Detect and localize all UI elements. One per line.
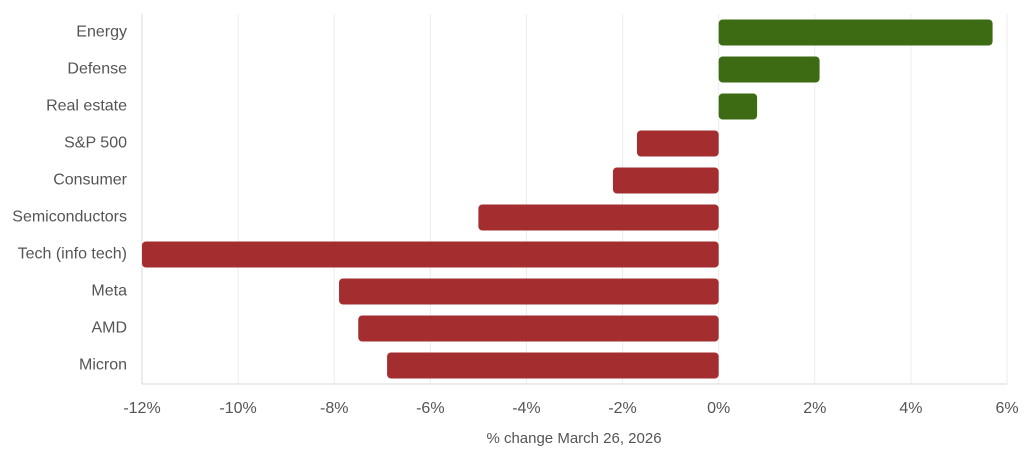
y-tick-label: Tech (info tech) bbox=[18, 246, 127, 263]
bar bbox=[478, 204, 719, 231]
bar bbox=[387, 352, 719, 379]
y-tick-label: Micron bbox=[79, 357, 127, 374]
y-tick-label: Semiconductors bbox=[12, 209, 127, 226]
y-tick-label: AMD bbox=[91, 320, 127, 337]
y-tick-label: Energy bbox=[76, 24, 127, 41]
x-tick-label: 2% bbox=[803, 400, 826, 417]
bar bbox=[718, 56, 820, 83]
x-tick-label: 4% bbox=[899, 400, 922, 417]
x-tick-label: 6% bbox=[995, 400, 1018, 417]
bar bbox=[339, 278, 719, 305]
y-tick-label: S&P 500 bbox=[64, 135, 127, 152]
bar bbox=[358, 315, 719, 342]
y-tick-label: Real estate bbox=[46, 98, 127, 115]
bar bbox=[718, 93, 758, 120]
y-tick-label: Defense bbox=[67, 61, 127, 78]
bar bbox=[612, 167, 719, 194]
x-tick-label: -4% bbox=[512, 400, 540, 417]
x-tick-label: -10% bbox=[219, 400, 256, 417]
x-axis-label: % change March 26, 2026 bbox=[486, 430, 661, 447]
bar bbox=[636, 130, 719, 157]
y-tick-label: Consumer bbox=[53, 172, 127, 189]
bar bbox=[142, 241, 719, 268]
x-tick-label: -12% bbox=[123, 400, 160, 417]
x-tick-label: -8% bbox=[320, 400, 348, 417]
x-tick-label: 0% bbox=[707, 400, 730, 417]
x-tick-label: -6% bbox=[416, 400, 444, 417]
bar bbox=[718, 19, 993, 46]
y-tick-label: Meta bbox=[91, 283, 127, 300]
x-tick-label: -2% bbox=[608, 400, 636, 417]
